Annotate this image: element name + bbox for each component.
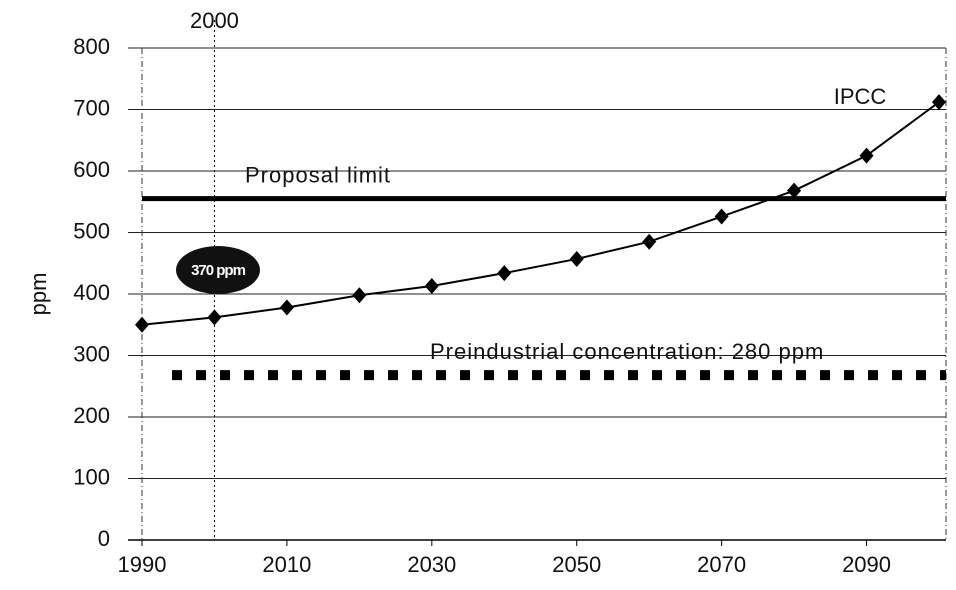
- annotation-bubble: [176, 246, 260, 294]
- series-marker: [352, 287, 367, 304]
- y-tick-label: 800: [73, 34, 110, 59]
- series-marker: [135, 316, 149, 333]
- x-tick-label: 2030: [407, 552, 456, 577]
- y-tick-label: 100: [73, 464, 110, 489]
- reference-line-label: Preindustrial concentration: 280 ppm: [430, 339, 824, 364]
- y-axis-label: ppm: [26, 273, 51, 316]
- reference-line-label: Proposal limit: [245, 162, 391, 187]
- series-line: [141, 101, 940, 326]
- vertical-marker-label: 2000: [190, 8, 239, 33]
- series-marker: [642, 233, 657, 250]
- series-marker: [714, 208, 729, 225]
- series-marker: [207, 309, 222, 326]
- y-tick-label: 0: [98, 526, 110, 551]
- y-tick-label: 300: [73, 341, 110, 366]
- y-tick-label: 500: [73, 218, 110, 243]
- series-marker: [932, 94, 946, 111]
- series-marker: [497, 265, 512, 282]
- series-marker: [424, 278, 439, 295]
- series-marker: [787, 182, 802, 199]
- series-marker: [569, 250, 584, 267]
- y-tick-label: 700: [73, 95, 110, 120]
- annotation: 370 ppm: [191, 262, 246, 279]
- x-tick-label: 2010: [262, 552, 311, 577]
- series-label: IPCC: [834, 84, 887, 109]
- x-tick-label: 2070: [697, 552, 746, 577]
- series-marker: [279, 299, 294, 316]
- x-tick-label: 1990: [118, 552, 167, 577]
- x-tick-label: 2050: [552, 552, 601, 577]
- y-tick-label: 600: [73, 157, 110, 182]
- series-marker: [859, 147, 874, 164]
- y-tick-label: 400: [73, 280, 110, 305]
- y-tick-label: 200: [73, 403, 110, 428]
- x-tick-label: 2090: [842, 552, 891, 577]
